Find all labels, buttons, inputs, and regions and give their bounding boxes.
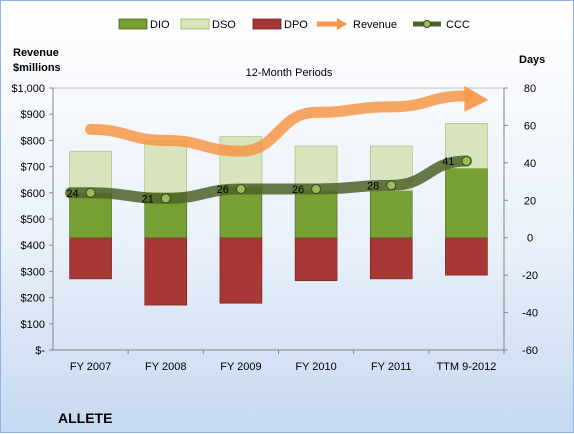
right-tick-label: 60 xyxy=(524,120,536,132)
ccc-point xyxy=(160,193,171,204)
left-tick-label: $600 xyxy=(21,188,45,200)
ccc-point xyxy=(461,155,472,166)
ccc-data-label: 26 xyxy=(292,184,304,196)
legend-marker-ccc xyxy=(423,20,431,28)
chart-title: 12-Month Periods xyxy=(246,67,333,79)
left-tick-label: $700 xyxy=(21,162,45,174)
revenue-arrowhead xyxy=(464,85,489,112)
company-name: ALLETE xyxy=(58,410,112,426)
left-tick-label: $1,000 xyxy=(11,83,45,95)
ccc-data-label: 26 xyxy=(217,184,229,196)
dpo-bar xyxy=(445,237,488,276)
left-tick-label: $900 xyxy=(21,109,45,121)
right-tick-label: 0 xyxy=(527,233,533,245)
ccc-point xyxy=(85,187,96,198)
dio-bar xyxy=(369,190,413,239)
dio-bar xyxy=(69,192,112,239)
dpo-bar xyxy=(369,237,413,280)
ccc-data-label: 28 xyxy=(367,180,379,192)
legend-label: DPO xyxy=(284,19,308,31)
dpo-bar xyxy=(144,237,188,306)
x-tick-label: TTM 9-2012 xyxy=(436,361,496,373)
x-tick-label: FY 2010 xyxy=(295,361,336,373)
legend-swatch-dso xyxy=(180,18,210,30)
dpo-bar xyxy=(69,237,112,280)
left-tick-label: $300 xyxy=(21,266,45,278)
dio-bar xyxy=(445,168,488,239)
x-tick-label: FY 2011 xyxy=(371,361,412,373)
left-tick-label: $100 xyxy=(21,319,45,331)
right-tick-label: -60 xyxy=(522,345,538,357)
left-tick-label: $- xyxy=(35,345,45,357)
left-tick-label: $800 xyxy=(21,135,45,147)
legend-label: DSO xyxy=(212,19,236,31)
legend-swatch-dio xyxy=(118,18,148,30)
right-axis-title: Days xyxy=(519,54,545,66)
right-tick-label: 80 xyxy=(524,83,536,95)
left-tick-label: $400 xyxy=(21,240,45,252)
left-tick-label: $200 xyxy=(21,293,45,305)
legend-label: Revenue xyxy=(353,19,397,31)
ccc-data-label: 21 xyxy=(142,193,154,205)
dio-bar xyxy=(219,186,263,239)
dso-bar xyxy=(69,151,112,194)
right-tick-label: -40 xyxy=(522,308,538,320)
legend-swatch-dpo xyxy=(252,18,282,30)
dio-bar xyxy=(294,190,338,239)
legend-arrowhead-revenue xyxy=(337,18,347,30)
ccc-point xyxy=(311,184,322,195)
legend-label: DIO xyxy=(150,19,170,31)
right-tick-label: -20 xyxy=(522,270,538,282)
x-tick-label: FY 2007 xyxy=(70,361,111,373)
ccc-line xyxy=(65,155,472,204)
revenue-line xyxy=(85,90,472,157)
legend-label: CCC xyxy=(446,19,470,31)
right-tick-label: 20 xyxy=(524,195,536,207)
left-axis-title-line1: Revenue xyxy=(13,47,59,59)
right-tick-label: 40 xyxy=(524,158,536,170)
dpo-bar xyxy=(219,237,263,304)
left-axis-title-line2: $millions xyxy=(13,62,61,74)
dso-bar xyxy=(144,140,188,194)
ccc-data-label: 41 xyxy=(442,156,454,168)
ccc-point xyxy=(235,184,246,195)
x-tick-label: FY 2009 xyxy=(220,361,261,373)
dpo-bar xyxy=(294,237,338,282)
ccc-point xyxy=(386,180,397,191)
left-tick-label: $500 xyxy=(21,214,45,226)
x-tick-label: FY 2008 xyxy=(145,361,186,373)
ccc-data-label: 24 xyxy=(66,188,78,200)
